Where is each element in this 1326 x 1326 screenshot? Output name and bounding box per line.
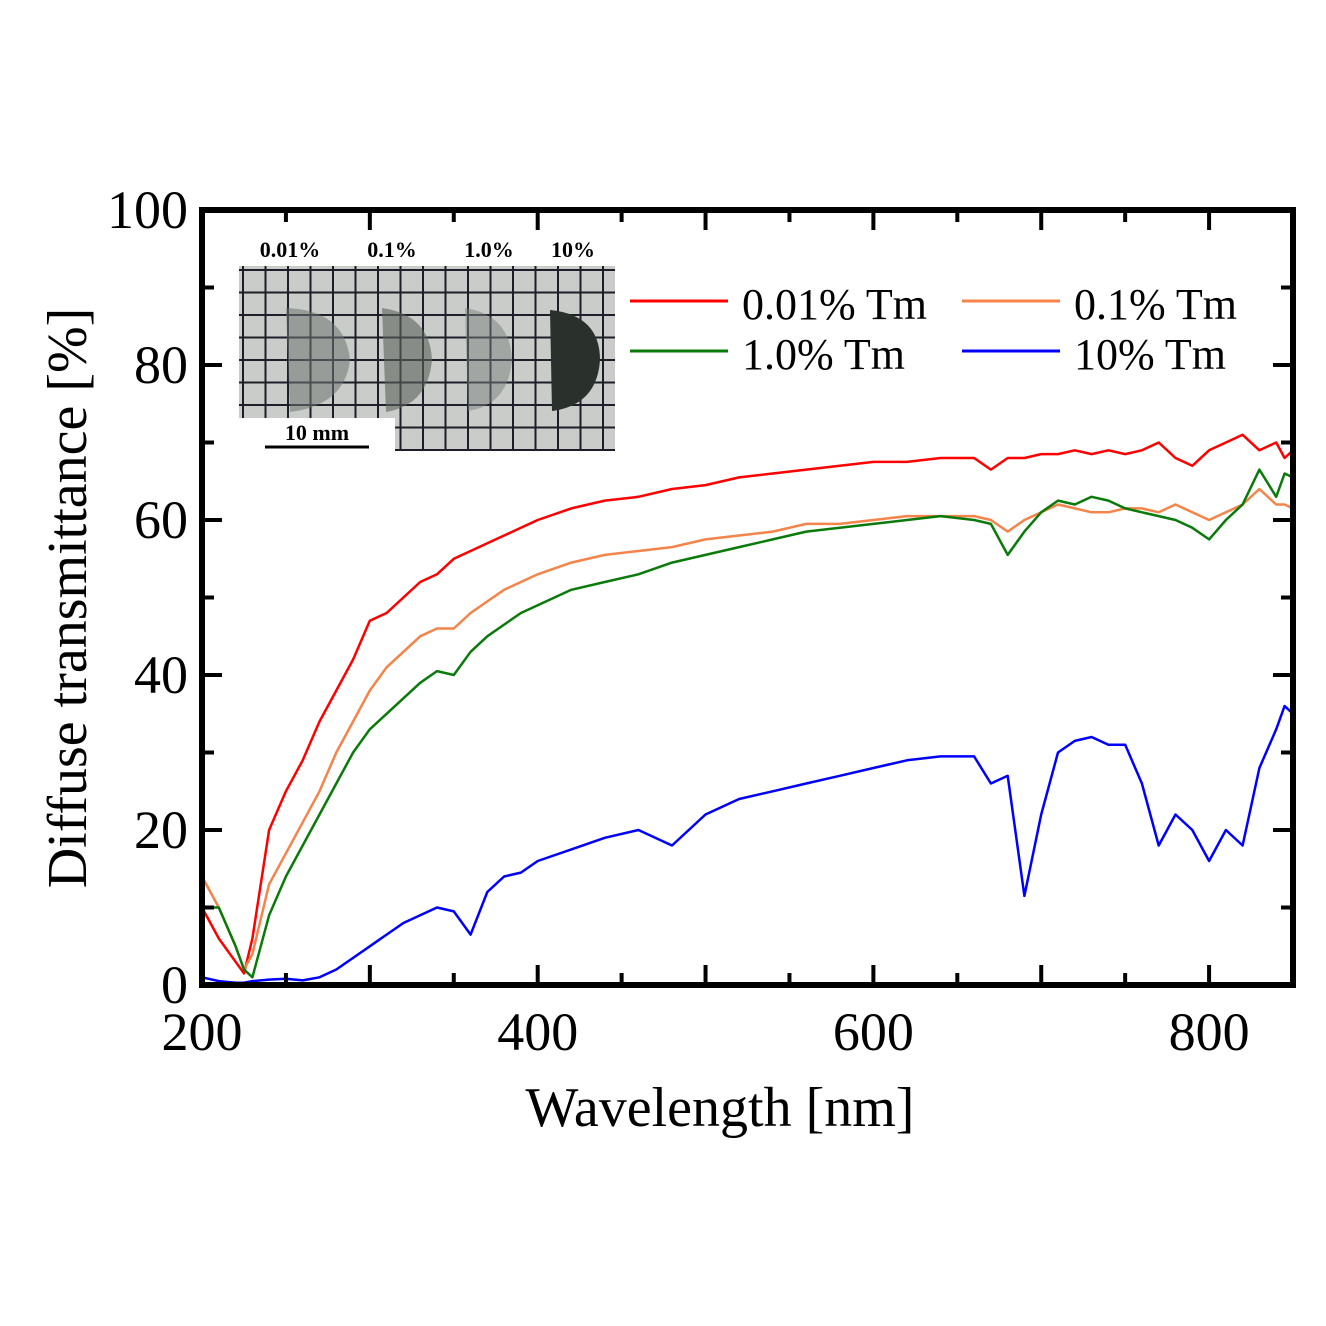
inset-label-10: 10%: [551, 237, 595, 262]
series-line-2: [202, 468, 1294, 979]
y-tick-label: 80: [134, 335, 188, 395]
x-tick-label: 200: [162, 1002, 243, 1062]
y-tick-label: 0: [161, 955, 188, 1015]
inset-photo: 10 mm 0.01% 0.1% 1.0% 10%: [239, 237, 615, 452]
legend-label-3: 10% Tm: [1074, 330, 1226, 379]
series-line-0: [200, 433, 1294, 975]
x-tick-label: 600: [833, 1002, 914, 1062]
y-tick-label: 40: [134, 645, 188, 705]
y-tick-label: 60: [134, 490, 188, 550]
series-line-3: [201, 704, 1294, 984]
series-layer: [200, 433, 1294, 984]
inset-label-1.0: 1.0%: [464, 237, 514, 262]
legend-label-2: 1.0% Tm: [742, 330, 905, 379]
x-tick-label: 800: [1169, 1002, 1250, 1062]
plot-frame: [199, 207, 1296, 988]
sample-0.01: [286, 308, 350, 412]
inset-label-0.01: 0.01%: [260, 237, 321, 262]
y-axis-title: Diffuse transmittance [%]: [37, 308, 99, 889]
ticks-layer: 200 400 600 800 0 20 40 60 80 100: [107, 180, 1295, 1062]
y-tick-label: 20: [134, 800, 188, 860]
series-line-1: [200, 487, 1294, 971]
legend-label-0: 0.01% Tm: [742, 280, 927, 329]
sample-1.0: [465, 308, 512, 411]
inset-label-0.1: 0.1%: [367, 237, 417, 262]
scale-bar-label: 10 mm: [285, 420, 349, 445]
x-axis-title: Wavelength [nm]: [526, 1077, 915, 1139]
sample-0.1: [382, 308, 432, 412]
x-tick-label: 400: [497, 1002, 578, 1062]
legend: 0.01% Tm 0.1% Tm 1.0% Tm 10% Tm: [630, 280, 1237, 379]
y-tick-label: 100: [107, 180, 188, 240]
sample-10: [550, 310, 600, 411]
legend-label-1: 0.1% Tm: [1074, 280, 1237, 329]
